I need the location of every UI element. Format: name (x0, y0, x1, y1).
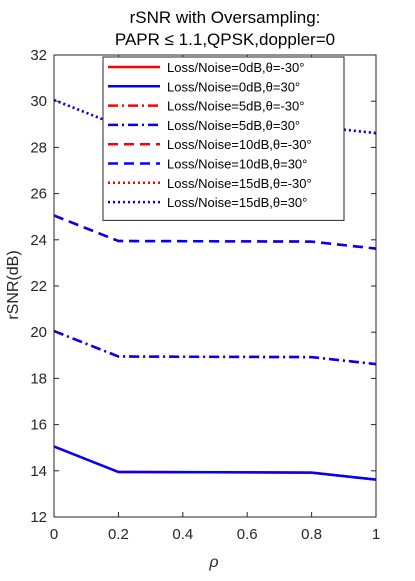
y-tick-label: 30 (30, 93, 47, 110)
y-tick-label: 16 (30, 417, 47, 434)
y-tick-label: 32 (30, 47, 47, 64)
series-line-2 (53, 445, 377, 481)
y-tick-label: 26 (30, 186, 47, 203)
legend-label-4: Loss/Noise=5dB,θ=30° (167, 118, 300, 133)
chart-title-line1: rSNR with Oversampling: (130, 8, 321, 27)
y-tick-label: 22 (30, 278, 47, 295)
chart-title-line2: PAPR ≤ 1.1,QPSK,doppler=0 (115, 30, 335, 49)
x-tick-label: 1 (372, 526, 380, 543)
legend-label-7: Loss/Noise=15dB,θ=-30° (167, 176, 312, 191)
legend-label-6: Loss/Noise=10dB,θ=30° (167, 157, 307, 172)
series-line-6 (53, 214, 377, 250)
x-tick-label: 0.6 (237, 526, 258, 543)
x-axis-label: ρ (208, 554, 218, 571)
y-tick-label: 14 (30, 463, 47, 480)
legend-label-3: Loss/Noise=5dB,θ=-30° (167, 99, 304, 114)
y-tick-label: 28 (30, 139, 47, 156)
x-tick-label: 0.8 (301, 526, 322, 543)
y-axis-label: rSNR(dB) (5, 250, 22, 319)
x-tick-label: 0.4 (172, 526, 193, 543)
y-tick-label: 12 (30, 509, 47, 526)
legend: Loss/Noise=0dB,θ=-30° Loss/Noise=0dB,θ=30… (102, 56, 345, 221)
axes: 0 0.2 0.4 0.6 0.8 1 12 14 16 18 20 22 24 26 28 30 32 (30, 47, 380, 543)
legend-label-5: Loss/Noise=10dB,θ=-30° (167, 137, 312, 152)
y-tick-label: 18 (30, 370, 47, 387)
legend-label-2: Loss/Noise=0dB,θ=30° (167, 79, 300, 94)
legend-box (102, 56, 345, 221)
y-tick-label: 20 (30, 324, 47, 341)
legend-label-8: Loss/Noise=15dB,θ=30° (167, 195, 307, 210)
legend-label-1: Loss/Noise=0dB,θ=-30° (167, 60, 304, 75)
x-tick-label: 0 (50, 526, 58, 543)
y-tick-label: 24 (30, 232, 47, 249)
series-line-4 (53, 329, 377, 366)
x-tick-label: 0.2 (108, 526, 129, 543)
